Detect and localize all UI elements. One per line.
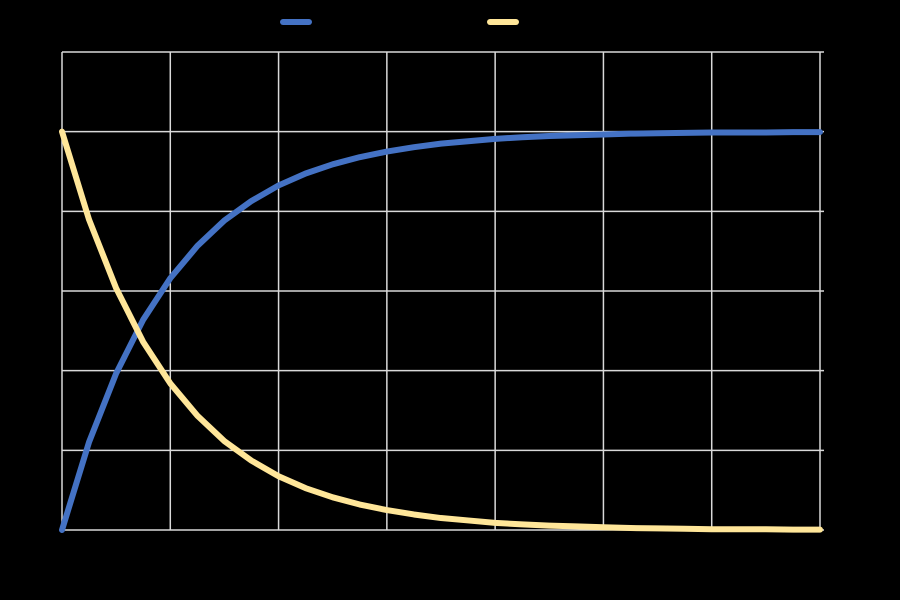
line (59, 128, 823, 533)
line (59, 129, 823, 533)
